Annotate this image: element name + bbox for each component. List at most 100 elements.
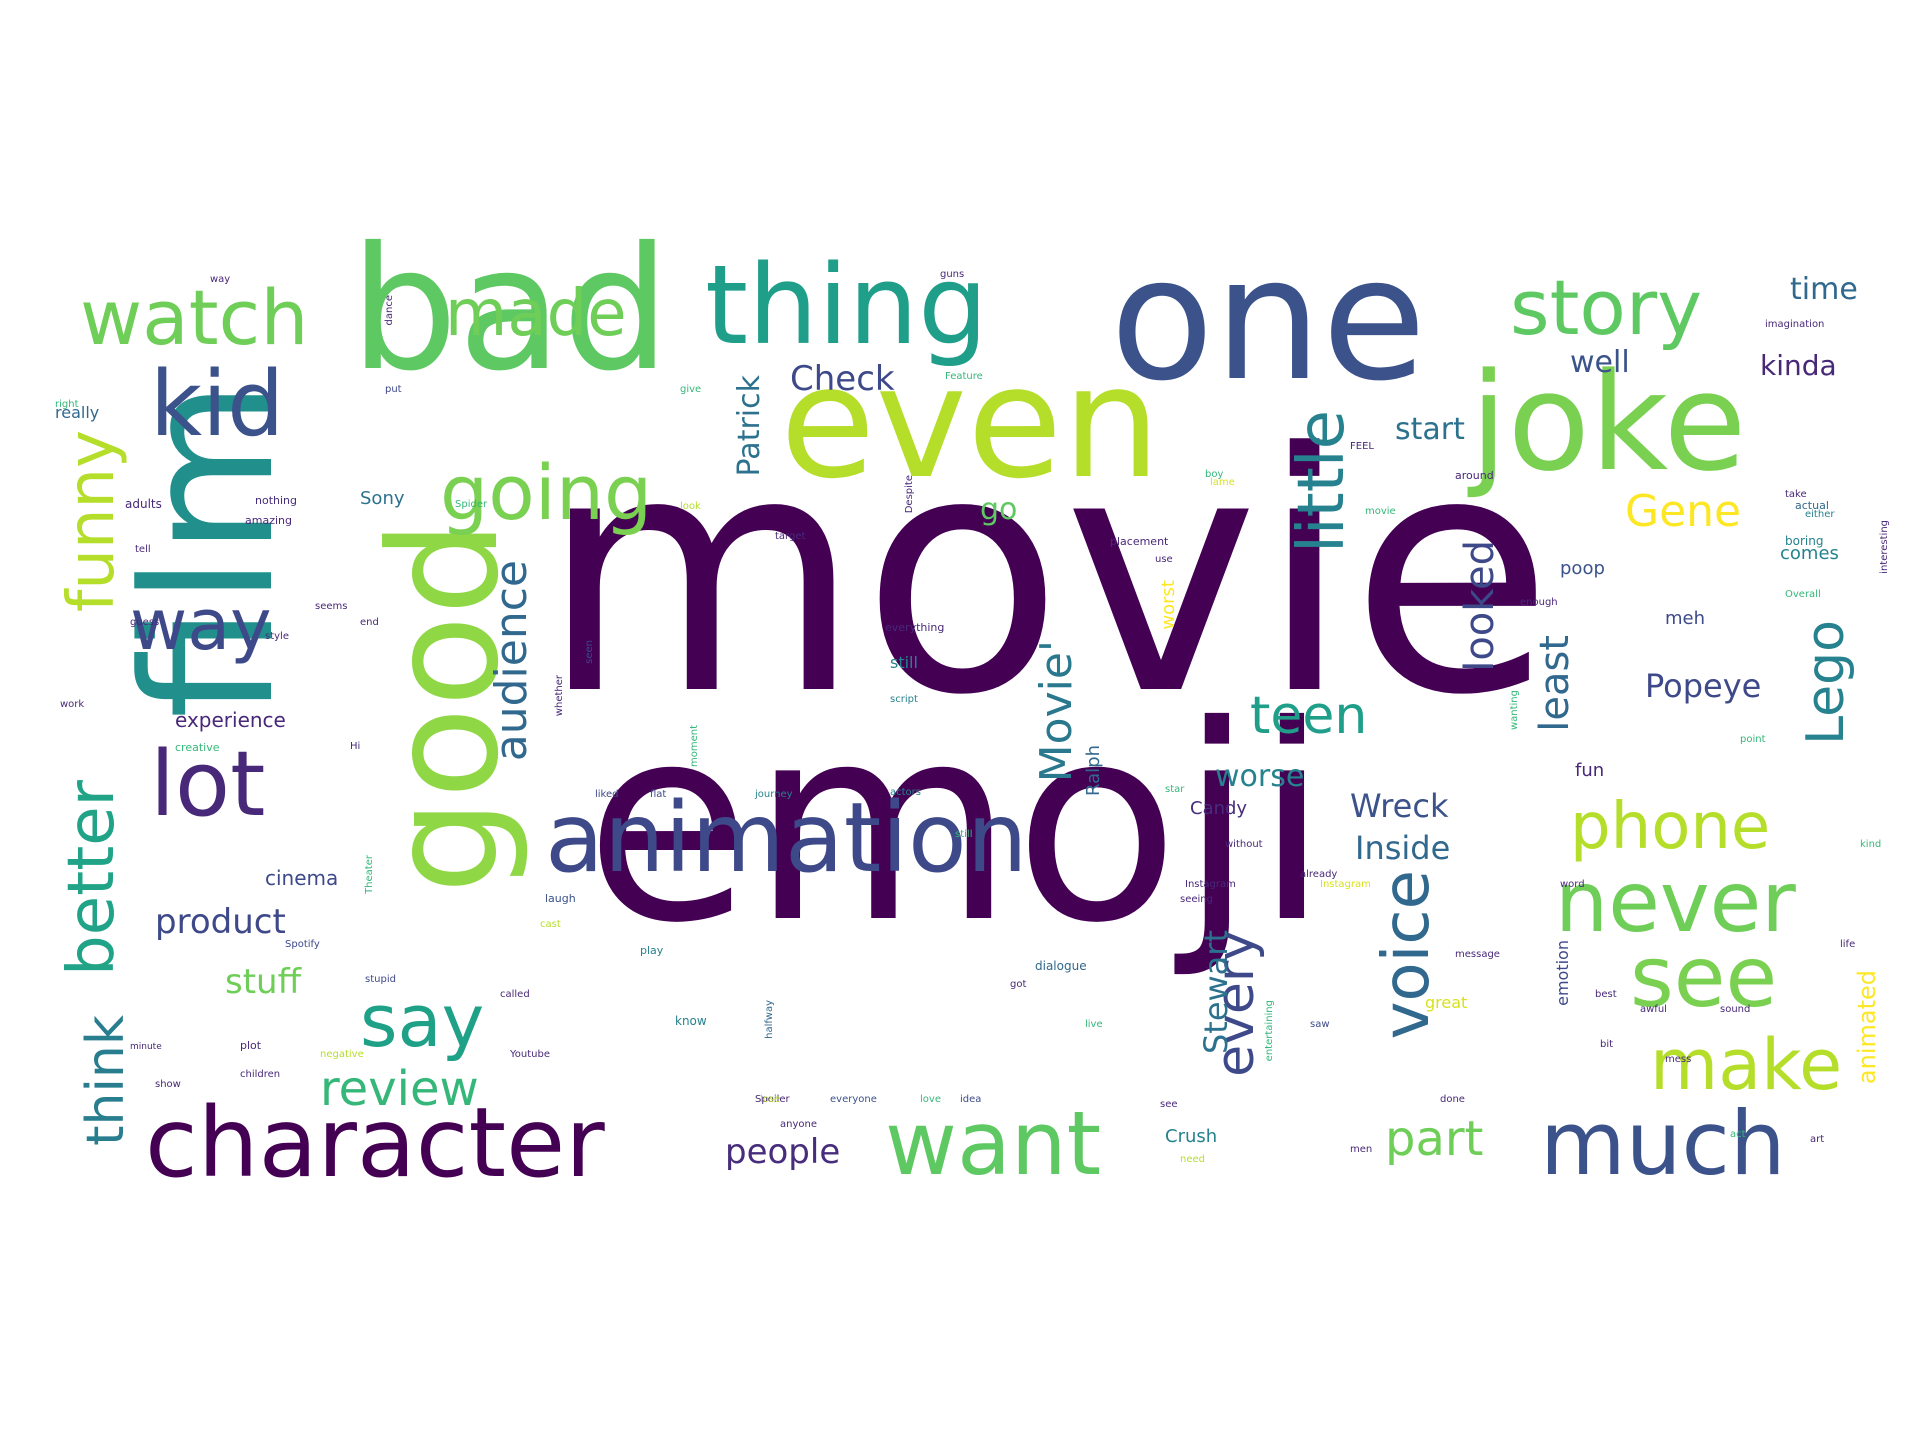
- word: comes: [1780, 543, 1839, 564]
- word: Ralph: [1083, 745, 1104, 796]
- word: live: [1085, 1019, 1103, 1030]
- word: right: [55, 399, 79, 410]
- word: people: [725, 1132, 841, 1172]
- word: work: [60, 699, 85, 710]
- word: going: [440, 448, 653, 537]
- word: little: [1285, 410, 1359, 553]
- word: kind: [1860, 839, 1882, 850]
- word: well: [1570, 345, 1630, 380]
- word: take: [1785, 489, 1807, 500]
- word: nothing: [255, 494, 297, 507]
- word: enough: [1520, 597, 1558, 608]
- word: liked: [595, 789, 619, 800]
- word: negative: [320, 1049, 364, 1060]
- word: make: [1650, 1024, 1843, 1106]
- word: seen: [584, 640, 595, 664]
- word: cinema: [265, 866, 339, 890]
- word: best: [1595, 989, 1617, 1000]
- word: still: [890, 653, 918, 672]
- word: word: [1560, 879, 1585, 890]
- word: want: [885, 1092, 1102, 1195]
- word: idea: [960, 1094, 982, 1105]
- word: time: [1790, 272, 1858, 307]
- word: love: [920, 1094, 941, 1105]
- word: know: [675, 1014, 707, 1028]
- word: great: [1425, 993, 1468, 1012]
- word: plot: [240, 1039, 262, 1052]
- word: need: [1180, 1154, 1205, 1165]
- word: sound: [1720, 1004, 1751, 1015]
- word: got: [1010, 979, 1027, 990]
- word: mess: [1665, 1054, 1692, 1065]
- word: see: [1630, 928, 1778, 1026]
- word: life: [1840, 939, 1856, 950]
- word: bit: [1600, 1039, 1614, 1050]
- word: Feature: [945, 371, 983, 382]
- word: made: [445, 277, 627, 351]
- word: kinda: [1760, 349, 1837, 382]
- word: part: [1385, 1111, 1484, 1167]
- word: worse: [1215, 759, 1305, 794]
- word: thing: [705, 241, 988, 369]
- word: Instagram: [1185, 879, 1236, 890]
- word: phone: [1570, 790, 1771, 864]
- word: worst: [1158, 580, 1179, 630]
- word: point: [1740, 734, 1766, 745]
- word: imagination: [1765, 319, 1825, 330]
- word: Instagram: [1320, 879, 1371, 890]
- word: go: [980, 492, 1018, 527]
- word: Lego: [1796, 620, 1856, 745]
- word: kid: [150, 352, 285, 457]
- word: Theater: [364, 855, 375, 894]
- word: Popeye: [1645, 667, 1762, 705]
- word: lose: [760, 1094, 781, 1105]
- word: start: [1395, 412, 1465, 447]
- word: meh: [1665, 608, 1706, 629]
- word: Wreck: [1350, 787, 1449, 825]
- word: think: [76, 1015, 136, 1146]
- word: Hi: [350, 741, 361, 752]
- word: funny: [55, 430, 129, 613]
- word: boring: [1785, 534, 1824, 548]
- word: without: [1225, 839, 1263, 850]
- word: play: [640, 944, 664, 957]
- word: put: [385, 384, 402, 395]
- word: around: [1455, 469, 1494, 482]
- word: placement: [1110, 535, 1169, 548]
- word: script: [890, 694, 918, 705]
- word: emoji: [585, 667, 1330, 982]
- word: Gene: [1625, 486, 1742, 537]
- word: looked: [1457, 540, 1503, 672]
- word: Youtube: [510, 1049, 550, 1060]
- word: everyone: [830, 1094, 877, 1105]
- word: star: [1165, 784, 1185, 795]
- word: use: [1155, 554, 1173, 565]
- word: art: [1810, 1134, 1825, 1145]
- word: bad: [350, 211, 670, 409]
- word: story: [1510, 263, 1703, 352]
- word: end: [360, 617, 379, 628]
- word: amazing: [245, 514, 292, 527]
- word: whether: [554, 675, 565, 717]
- word: message: [1455, 949, 1500, 960]
- word: Overall: [1785, 589, 1821, 600]
- word: target: [775, 531, 806, 542]
- word: character: [145, 1087, 605, 1199]
- word: teen: [1250, 686, 1368, 746]
- word: Despite: [904, 475, 915, 514]
- word: Patrick: [732, 375, 767, 477]
- word: actual: [1795, 499, 1829, 512]
- word: least: [1532, 635, 1578, 732]
- word: never: [1555, 853, 1796, 951]
- word: halfway: [764, 1000, 775, 1039]
- word: dialogue: [1035, 959, 1087, 973]
- word: act: [1730, 1129, 1746, 1140]
- word: one: [1110, 221, 1427, 419]
- word: movie: [540, 383, 1554, 767]
- word: guns: [940, 269, 965, 280]
- word: minute: [130, 1042, 162, 1052]
- word: joke: [1470, 344, 1747, 501]
- word: fun: [1575, 760, 1605, 781]
- word: laugh: [545, 892, 576, 905]
